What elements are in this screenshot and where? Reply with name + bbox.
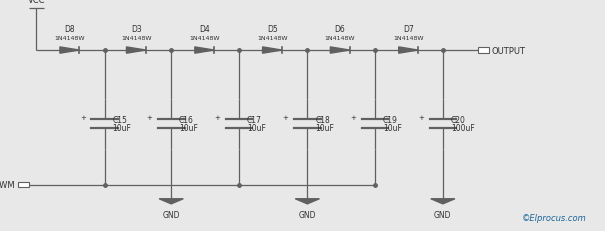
Text: 1N4148W: 1N4148W bbox=[257, 35, 287, 40]
Text: D7: D7 bbox=[403, 24, 414, 33]
Text: 1N4148W: 1N4148W bbox=[121, 35, 151, 40]
Text: 1N4148W: 1N4148W bbox=[325, 35, 355, 40]
Polygon shape bbox=[159, 199, 183, 204]
Text: PWM: PWM bbox=[0, 180, 15, 189]
Text: C15: C15 bbox=[113, 115, 128, 124]
Text: +: + bbox=[418, 115, 424, 121]
Bar bbox=[18, 182, 29, 188]
Polygon shape bbox=[431, 199, 455, 204]
Text: D3: D3 bbox=[131, 24, 142, 33]
Text: 10uF: 10uF bbox=[179, 124, 198, 133]
Text: C20: C20 bbox=[451, 115, 466, 124]
Text: 1N4148W: 1N4148W bbox=[393, 35, 423, 40]
Text: C19: C19 bbox=[383, 115, 398, 124]
Text: +: + bbox=[214, 115, 220, 121]
Text: D6: D6 bbox=[335, 24, 345, 33]
Text: 10uF: 10uF bbox=[113, 124, 131, 133]
Text: D8: D8 bbox=[64, 24, 75, 33]
Polygon shape bbox=[126, 48, 146, 54]
Text: D5: D5 bbox=[267, 24, 278, 33]
Text: C16: C16 bbox=[179, 115, 194, 124]
Text: ©Elprocus.com: ©Elprocus.com bbox=[522, 213, 587, 222]
Text: 10uF: 10uF bbox=[383, 124, 402, 133]
Text: +: + bbox=[146, 115, 152, 121]
Text: VCC: VCC bbox=[28, 0, 45, 5]
Text: GND: GND bbox=[434, 210, 451, 219]
Text: +: + bbox=[350, 115, 356, 121]
Polygon shape bbox=[263, 48, 282, 54]
Polygon shape bbox=[60, 48, 79, 54]
Bar bbox=[478, 48, 489, 54]
Text: GND: GND bbox=[299, 210, 316, 219]
Text: C17: C17 bbox=[247, 115, 262, 124]
Text: GND: GND bbox=[163, 210, 180, 219]
Text: 1N4148W: 1N4148W bbox=[54, 35, 85, 40]
Text: 1N4148W: 1N4148W bbox=[189, 35, 220, 40]
Polygon shape bbox=[195, 48, 214, 54]
Text: C18: C18 bbox=[315, 115, 330, 124]
Text: OUTPUT: OUTPUT bbox=[491, 46, 525, 55]
Text: +: + bbox=[80, 115, 86, 121]
Text: +: + bbox=[283, 115, 289, 121]
Text: 10uF: 10uF bbox=[247, 124, 266, 133]
Text: 10uF: 10uF bbox=[315, 124, 334, 133]
Text: 100uF: 100uF bbox=[451, 124, 474, 133]
Polygon shape bbox=[295, 199, 319, 204]
Polygon shape bbox=[399, 48, 418, 54]
Polygon shape bbox=[330, 48, 350, 54]
Text: D4: D4 bbox=[199, 24, 210, 33]
